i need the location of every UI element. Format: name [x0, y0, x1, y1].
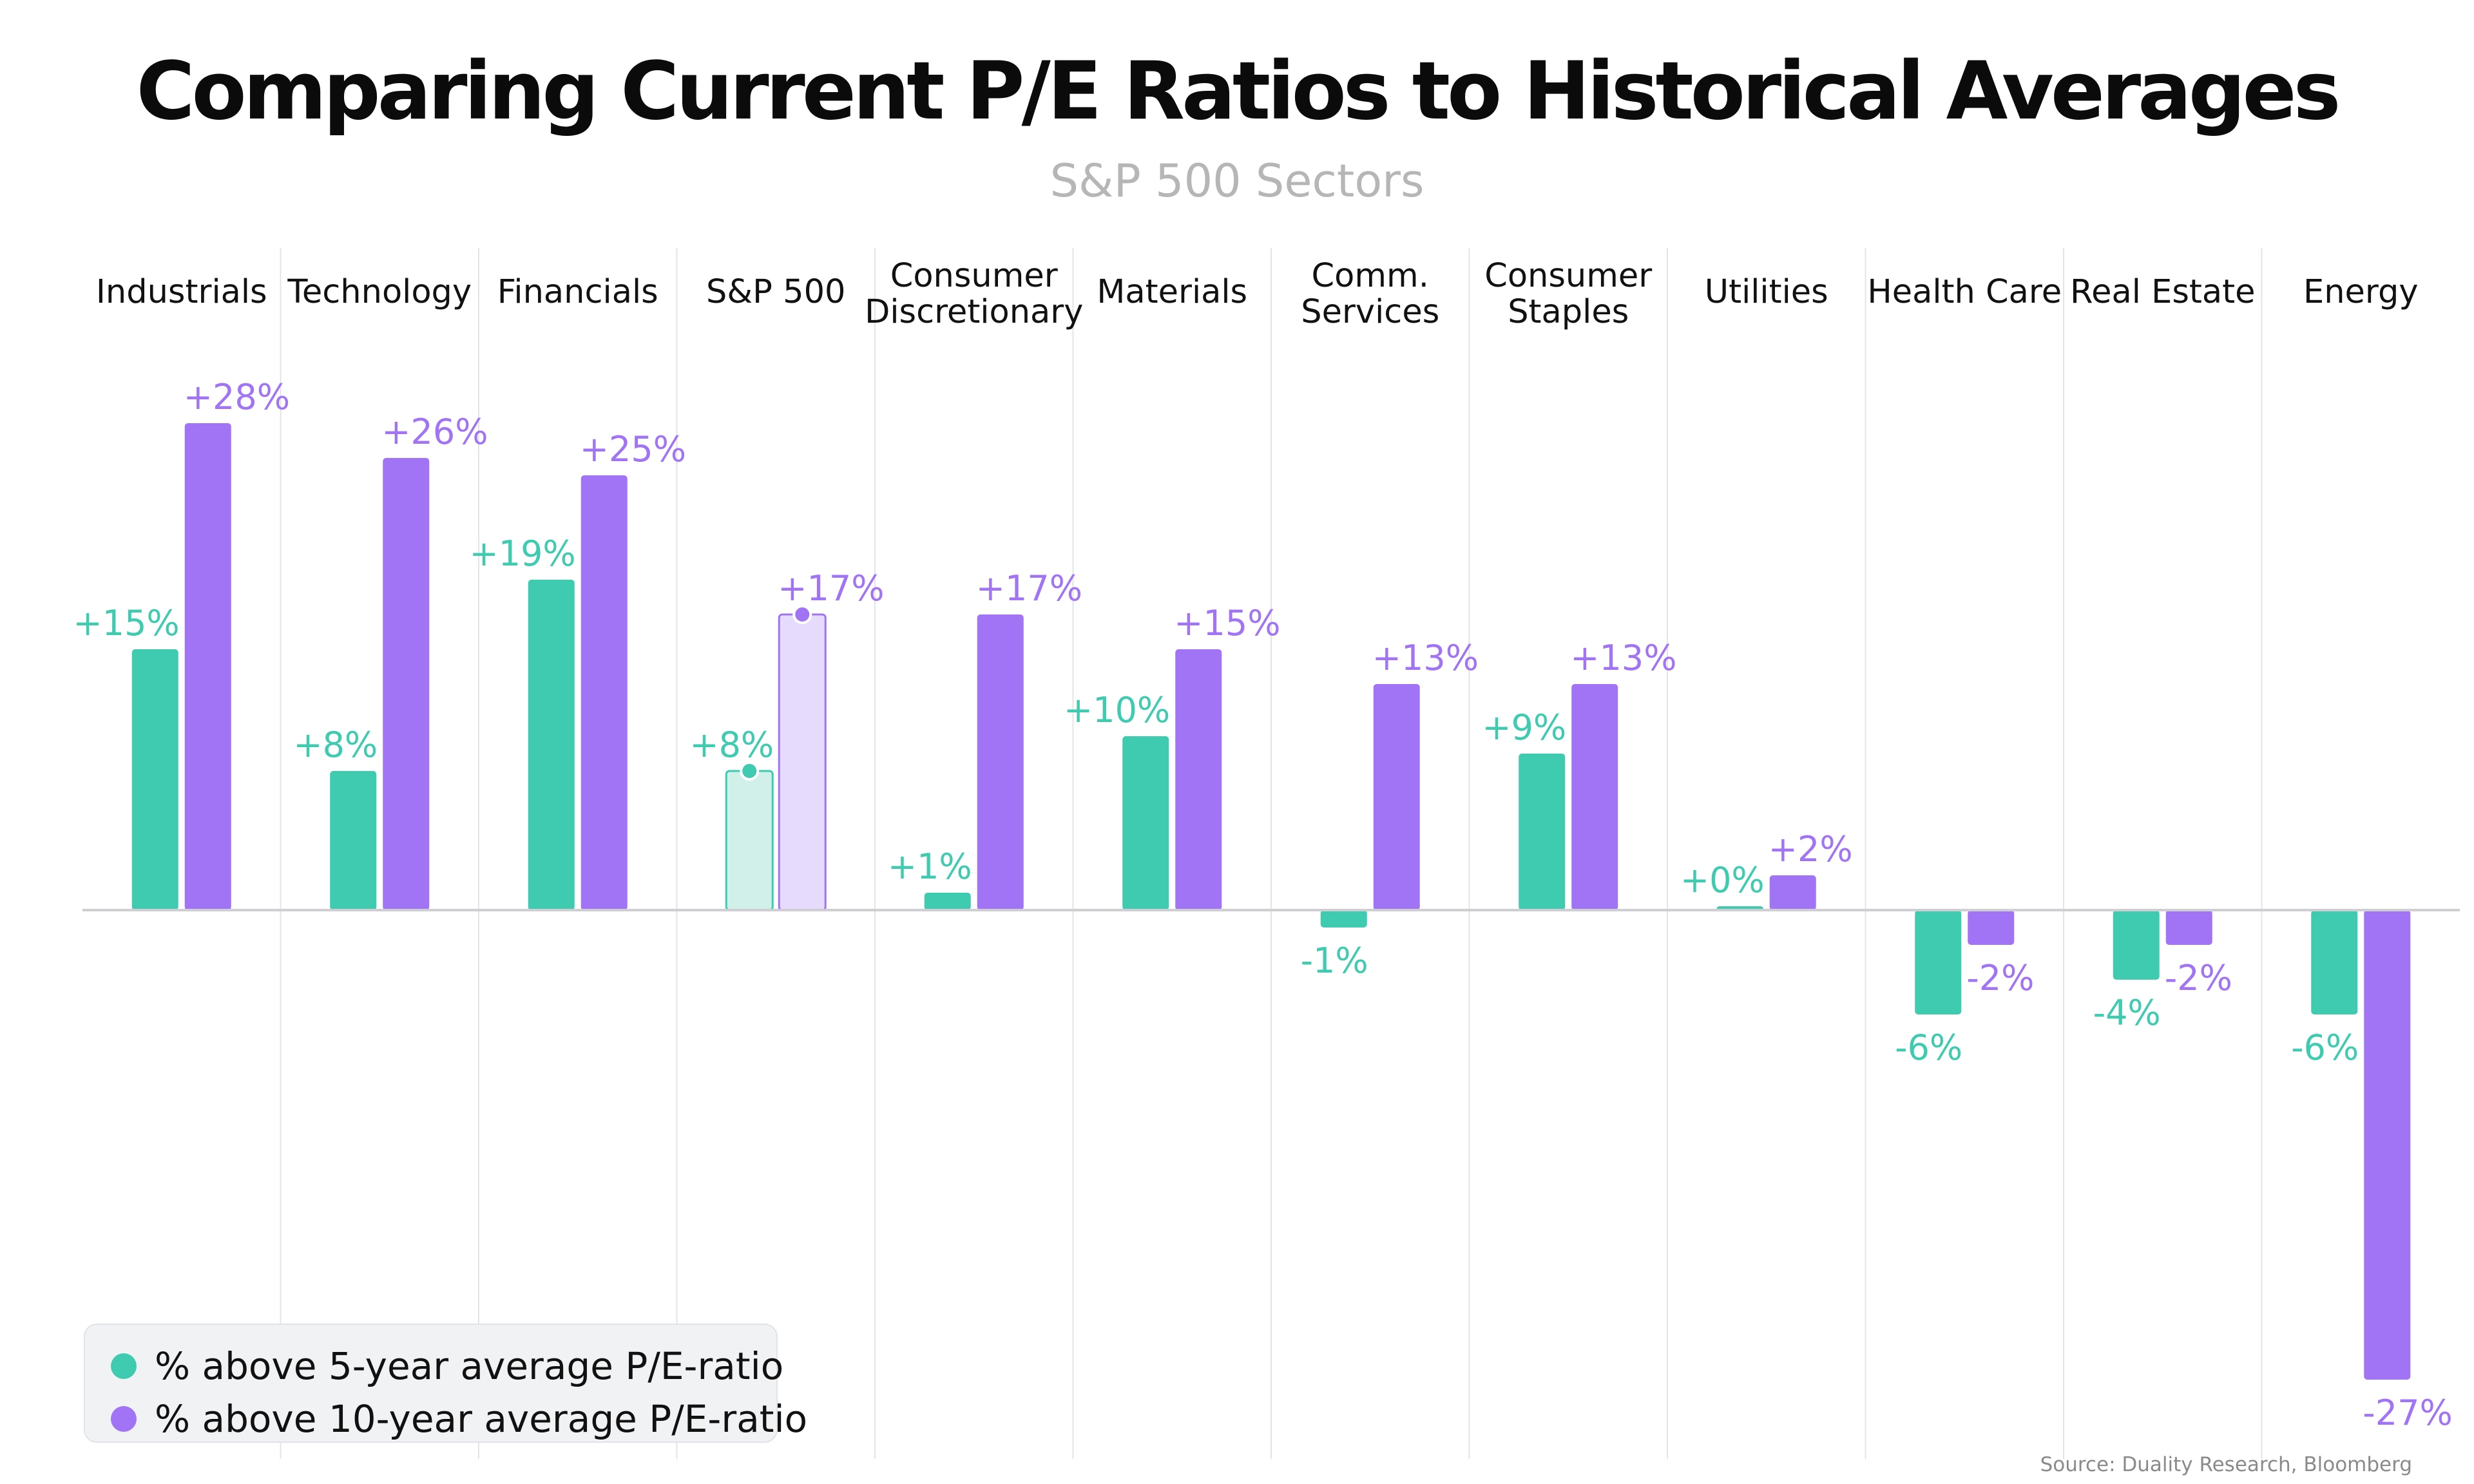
- category-label-utilities: Utilities: [1705, 273, 1828, 311]
- value-label-5yr-health-care: -6%: [1895, 1027, 1962, 1068]
- value-label-5yr-s-p-500: +8%: [689, 725, 774, 765]
- category-label-line: Industrials: [96, 273, 267, 311]
- legend-swatch-5-year: [111, 1353, 137, 1379]
- category-label-line: Materials: [1097, 273, 1247, 311]
- value-label-10yr-real-estate: -2%: [2165, 958, 2232, 998]
- bar-10yr-s-p-500: [778, 613, 827, 911]
- category-label-industrials: Industrials: [96, 273, 267, 311]
- value-label-5yr-energy: -6%: [2291, 1027, 2359, 1068]
- chart-title: Comparing Current P/E Ratios to Historic…: [136, 45, 2341, 138]
- category-label-consumer-discretionary: Consumer Discretionary: [865, 257, 1083, 331]
- value-label-5yr-consumer-staples: +9%: [1482, 707, 1566, 748]
- category-label-consumer-staples: Consumer Staples: [1484, 257, 1652, 331]
- bar-5yr-energy: [2311, 910, 2358, 1014]
- bar-5yr-industrials: [131, 649, 178, 910]
- value-label-10yr-s-p-500: +17%: [778, 568, 884, 609]
- category-label-line: Comm.: [1312, 257, 1429, 295]
- category-label-line: Discretionary: [865, 293, 1083, 331]
- bar-10yr-industrials: [184, 423, 231, 910]
- bar-5yr-consumer-staples: [1519, 754, 1566, 910]
- category-label-line: Financials: [497, 273, 658, 311]
- source-note: Source: Duality Research, Bloomberg: [2040, 1453, 2412, 1476]
- value-label-10yr-consumer-staples: +13%: [1570, 638, 1676, 678]
- category-label-energy: Energy: [2303, 273, 2419, 311]
- bar-5yr-financials: [528, 580, 575, 910]
- bar-10yr-health-care: [1968, 910, 2015, 945]
- bar-5yr-technology: [330, 771, 377, 910]
- category-label-technology: Technology: [287, 273, 472, 311]
- category-label-financials: Financials: [497, 273, 658, 311]
- bar-10yr-real-estate: [2165, 910, 2212, 945]
- category-label-health-care: Health Care: [1867, 273, 2062, 311]
- value-label-10yr-energy: -27%: [2363, 1393, 2453, 1433]
- value-label-5yr-technology: +8%: [293, 725, 378, 765]
- category-label-materials: Materials: [1097, 273, 1247, 311]
- bar-10yr-financials: [580, 475, 628, 910]
- bar-10yr-energy: [2364, 910, 2411, 1380]
- category-label-real-estate: Real Estate: [2070, 273, 2256, 311]
- bar-10yr-consumer-discretionary: [977, 614, 1024, 910]
- category-label-s-p-500: S&P 500: [706, 273, 845, 311]
- bar-5yr-health-care: [1915, 910, 1962, 1014]
- category-label-line: S&P 500: [706, 273, 845, 311]
- legend-item-10-year: % above 10-year average P/E-ratio: [111, 1397, 807, 1441]
- value-label-5yr-real-estate: -4%: [2093, 993, 2161, 1033]
- value-label-10yr-health-care: -2%: [1966, 958, 2034, 998]
- category-label-line: Staples: [1508, 293, 1629, 331]
- value-label-5yr-industrials: +15%: [73, 603, 179, 643]
- chart-subtitle: S&P 500 Sectors: [1050, 155, 1424, 207]
- value-label-10yr-materials: +15%: [1174, 603, 1280, 643]
- bar-10yr-consumer-staples: [1571, 684, 1618, 910]
- bar-5yr-s-p-500: [725, 770, 774, 911]
- bar-marker-5yr: [740, 761, 760, 781]
- category-label-line: Health Care: [1867, 273, 2062, 311]
- value-label-5yr-consumer-discretionary: +1%: [888, 846, 972, 887]
- category-label-line: Consumer: [1484, 257, 1652, 295]
- category-label-line: Consumer: [890, 257, 1058, 295]
- bar-5yr-real-estate: [2113, 910, 2160, 980]
- bar-marker-10yr: [792, 605, 812, 624]
- value-label-5yr-financials: +19%: [469, 533, 575, 574]
- category-label-line: Technology: [287, 273, 472, 311]
- legend: % above 5-year average P/E-ratio % above…: [84, 1324, 807, 1443]
- legend-item-5-year: % above 5-year average P/E-ratio: [111, 1344, 783, 1388]
- bar-10yr-utilities: [1769, 875, 1816, 910]
- bar-5yr-consumer-discretionary: [924, 893, 971, 910]
- value-label-10yr-comm-services: +13%: [1372, 638, 1479, 678]
- legend-label-10-year: % above 10-year average P/E-ratio: [155, 1397, 808, 1441]
- value-label-10yr-industrials: +28%: [184, 377, 290, 417]
- value-label-5yr-comm-services: -1%: [1301, 940, 1368, 981]
- bar-10yr-technology: [383, 458, 430, 910]
- category-label-line: Utilities: [1705, 273, 1828, 311]
- category-label-line: Real Estate: [2070, 273, 2256, 311]
- bar-10yr-materials: [1175, 649, 1222, 910]
- value-label-10yr-utilities: +2%: [1769, 829, 1853, 870]
- category-label-line: Services: [1301, 293, 1439, 331]
- bar-5yr-comm-services: [1320, 910, 1367, 928]
- legend-swatch-10-year: [111, 1406, 137, 1432]
- category-label-comm-services: Comm. Services: [1301, 257, 1439, 331]
- value-label-10yr-consumer-discretionary: +17%: [976, 568, 1082, 609]
- value-label-5yr-utilities: +0%: [1680, 860, 1765, 900]
- legend-label-5-year: % above 5-year average P/E-ratio: [155, 1344, 784, 1388]
- value-label-10yr-financials: +25%: [580, 429, 686, 470]
- bar-10yr-comm-services: [1373, 684, 1420, 910]
- bar-5yr-materials: [1122, 736, 1169, 910]
- value-label-5yr-materials: +10%: [1064, 690, 1170, 730]
- value-label-10yr-technology: +26%: [381, 412, 488, 452]
- category-label-line: Energy: [2303, 273, 2419, 311]
